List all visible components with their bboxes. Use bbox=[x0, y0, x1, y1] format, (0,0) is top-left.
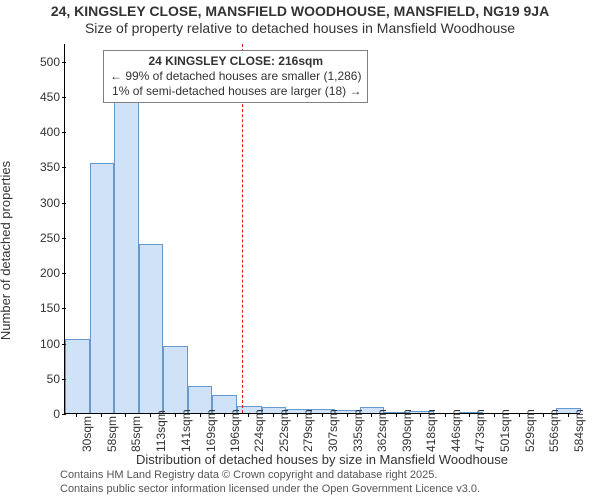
y-tick: 0 bbox=[24, 407, 60, 421]
y-tick: 500 bbox=[24, 55, 60, 69]
x-tick-mark bbox=[420, 413, 421, 417]
x-tick-label: 529sqm bbox=[523, 409, 537, 452]
chart-title-line1: 24, KINGSLEY CLOSE, MANSFIELD WOODHOUSE,… bbox=[0, 3, 600, 19]
x-tick-mark bbox=[150, 413, 151, 417]
x-tick-mark bbox=[125, 413, 126, 417]
x-tick-label: 473sqm bbox=[473, 409, 487, 452]
x-tick-label: 501sqm bbox=[498, 409, 512, 452]
histogram-bar bbox=[90, 163, 114, 413]
chart-stage: 24, KINGSLEY CLOSE, MANSFIELD WOODHOUSE,… bbox=[0, 0, 600, 500]
x-tick-label: 141sqm bbox=[179, 409, 193, 452]
x-tick-mark bbox=[273, 413, 274, 417]
x-tick-mark bbox=[543, 413, 544, 417]
x-tick-label: 196sqm bbox=[228, 409, 242, 452]
y-tick: 200 bbox=[24, 266, 60, 280]
x-tick-label: 584sqm bbox=[572, 409, 586, 452]
x-tick-mark bbox=[101, 413, 102, 417]
x-tick-label: 446sqm bbox=[449, 409, 463, 452]
x-tick-mark bbox=[469, 413, 470, 417]
x-tick-label: 113sqm bbox=[154, 410, 168, 452]
x-tick-mark bbox=[297, 413, 298, 417]
x-tick-mark bbox=[200, 413, 201, 417]
x-tick-label: 418sqm bbox=[424, 409, 438, 452]
x-tick-mark bbox=[396, 413, 397, 417]
x-tick-label: 556sqm bbox=[547, 409, 561, 452]
x-tick-mark bbox=[248, 413, 249, 417]
histogram-bar bbox=[163, 346, 188, 413]
chart-title-line2: Size of property relative to detached ho… bbox=[0, 20, 600, 36]
footer-line2: Contains public sector information licen… bbox=[60, 483, 590, 497]
x-tick-mark bbox=[322, 413, 323, 417]
x-tick-label: 362sqm bbox=[375, 409, 389, 452]
x-tick-mark bbox=[519, 413, 520, 417]
x-tick-label: 169sqm bbox=[204, 409, 218, 452]
x-tick-label: 279sqm bbox=[301, 409, 315, 452]
y-tick: 150 bbox=[24, 301, 60, 315]
plot-area: 24 KINGSLEY CLOSE: 216sqm← 99% of detach… bbox=[64, 44, 580, 414]
y-tick: 300 bbox=[24, 196, 60, 210]
histogram-bar bbox=[65, 339, 90, 413]
x-tick-label: 30sqm bbox=[80, 416, 94, 452]
annotation-line-larger: 1% of semi-detached houses are larger (1… bbox=[110, 84, 361, 99]
x-tick-label: 307sqm bbox=[326, 409, 340, 452]
x-tick-mark bbox=[347, 413, 348, 417]
x-tick-label: 335sqm bbox=[351, 409, 365, 452]
y-tick: 350 bbox=[24, 160, 60, 174]
x-tick-label: 252sqm bbox=[277, 409, 291, 452]
annotation-title: 24 KINGSLEY CLOSE: 216sqm bbox=[110, 54, 361, 69]
y-axis-label: Number of detached properties bbox=[0, 0, 16, 500]
x-tick-mark bbox=[224, 413, 225, 417]
x-tick-label: 85sqm bbox=[129, 416, 143, 452]
y-tick: 50 bbox=[24, 372, 60, 386]
y-tick: 250 bbox=[24, 231, 60, 245]
y-tick: 400 bbox=[24, 125, 60, 139]
x-tick-mark bbox=[445, 413, 446, 417]
chart-footer: Contains HM Land Registry data © Crown c… bbox=[60, 469, 590, 497]
x-tick-mark bbox=[568, 413, 569, 417]
x-tick-mark bbox=[371, 413, 372, 417]
histogram-bar bbox=[139, 244, 164, 413]
x-tick-label: 58sqm bbox=[105, 416, 119, 452]
x-axis-label: Distribution of detached houses by size … bbox=[64, 452, 580, 467]
y-tick: 100 bbox=[24, 337, 60, 351]
x-tick-mark bbox=[175, 413, 176, 417]
x-tick-mark bbox=[494, 413, 495, 417]
footer-line1: Contains HM Land Registry data © Crown c… bbox=[60, 469, 590, 483]
annotation-box: 24 KINGSLEY CLOSE: 216sqm← 99% of detach… bbox=[103, 50, 368, 103]
x-tick-mark bbox=[76, 413, 77, 417]
y-tick: 450 bbox=[24, 90, 60, 104]
x-tick-label: 224sqm bbox=[252, 409, 266, 452]
annotation-line-smaller: ← 99% of detached houses are smaller (1,… bbox=[110, 69, 361, 84]
histogram-bar bbox=[114, 94, 139, 413]
x-tick-label: 390sqm bbox=[400, 409, 414, 452]
